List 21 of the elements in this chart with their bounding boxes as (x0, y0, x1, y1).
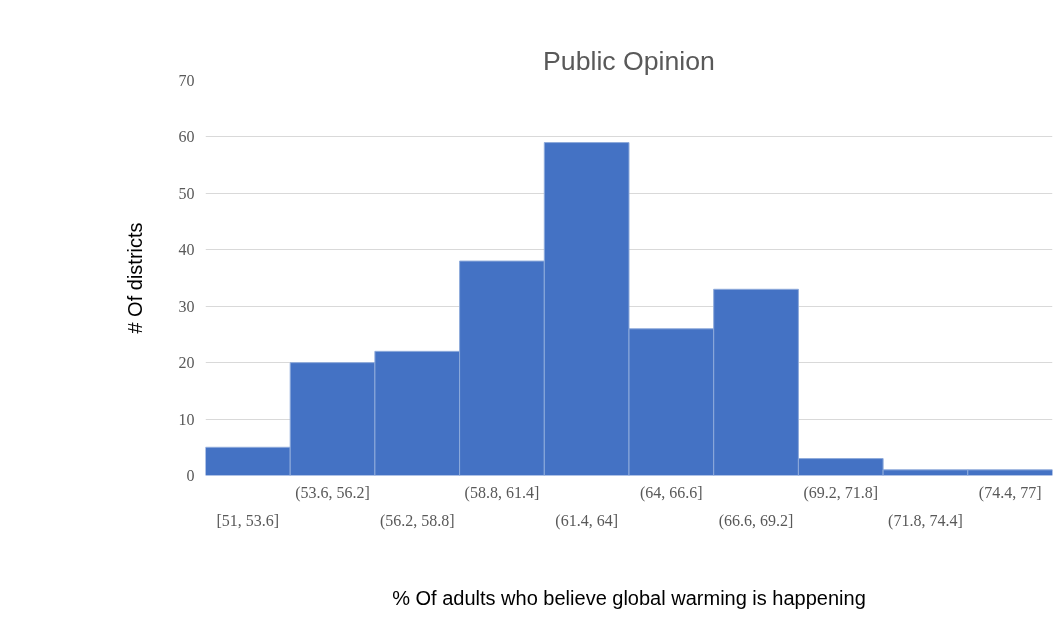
x-tick-label: (58.8, 61.4] (464, 483, 540, 502)
y-tick-label: 30 (178, 297, 195, 315)
y-tick-label: 50 (178, 184, 195, 202)
y-tick-label: 20 (178, 354, 195, 372)
x-tick-label: (66.6, 69.2] (718, 511, 794, 530)
y-tick-label: 10 (178, 410, 195, 428)
x-tick-label: (64, 66.6] (640, 483, 703, 502)
y-tick-label: 40 (178, 241, 195, 259)
chart-title: Public Opinion (543, 45, 715, 76)
y-tick-label: 70 (178, 72, 195, 89)
x-tick-label: [51, 53.6] (216, 511, 280, 529)
x-tick-label: (61.4, 64] (555, 511, 618, 530)
x-axis-title: % Of adults who believe global warming is happening (392, 586, 866, 609)
y-tick-label: 0 (186, 467, 195, 484)
x-tick-label: (71.8, 74.4] (888, 511, 963, 530)
y-axis-title: # Of districts (123, 222, 146, 334)
x-tick-label: (53.6, 56.2] (295, 483, 370, 502)
y-tick-label: 60 (178, 128, 195, 146)
x-tick-label: (56.2, 58.8] (379, 511, 455, 530)
x-tick-label: (69.2, 71.8] (803, 483, 879, 502)
x-tick-label: (74.4, 77] (978, 483, 1042, 502)
